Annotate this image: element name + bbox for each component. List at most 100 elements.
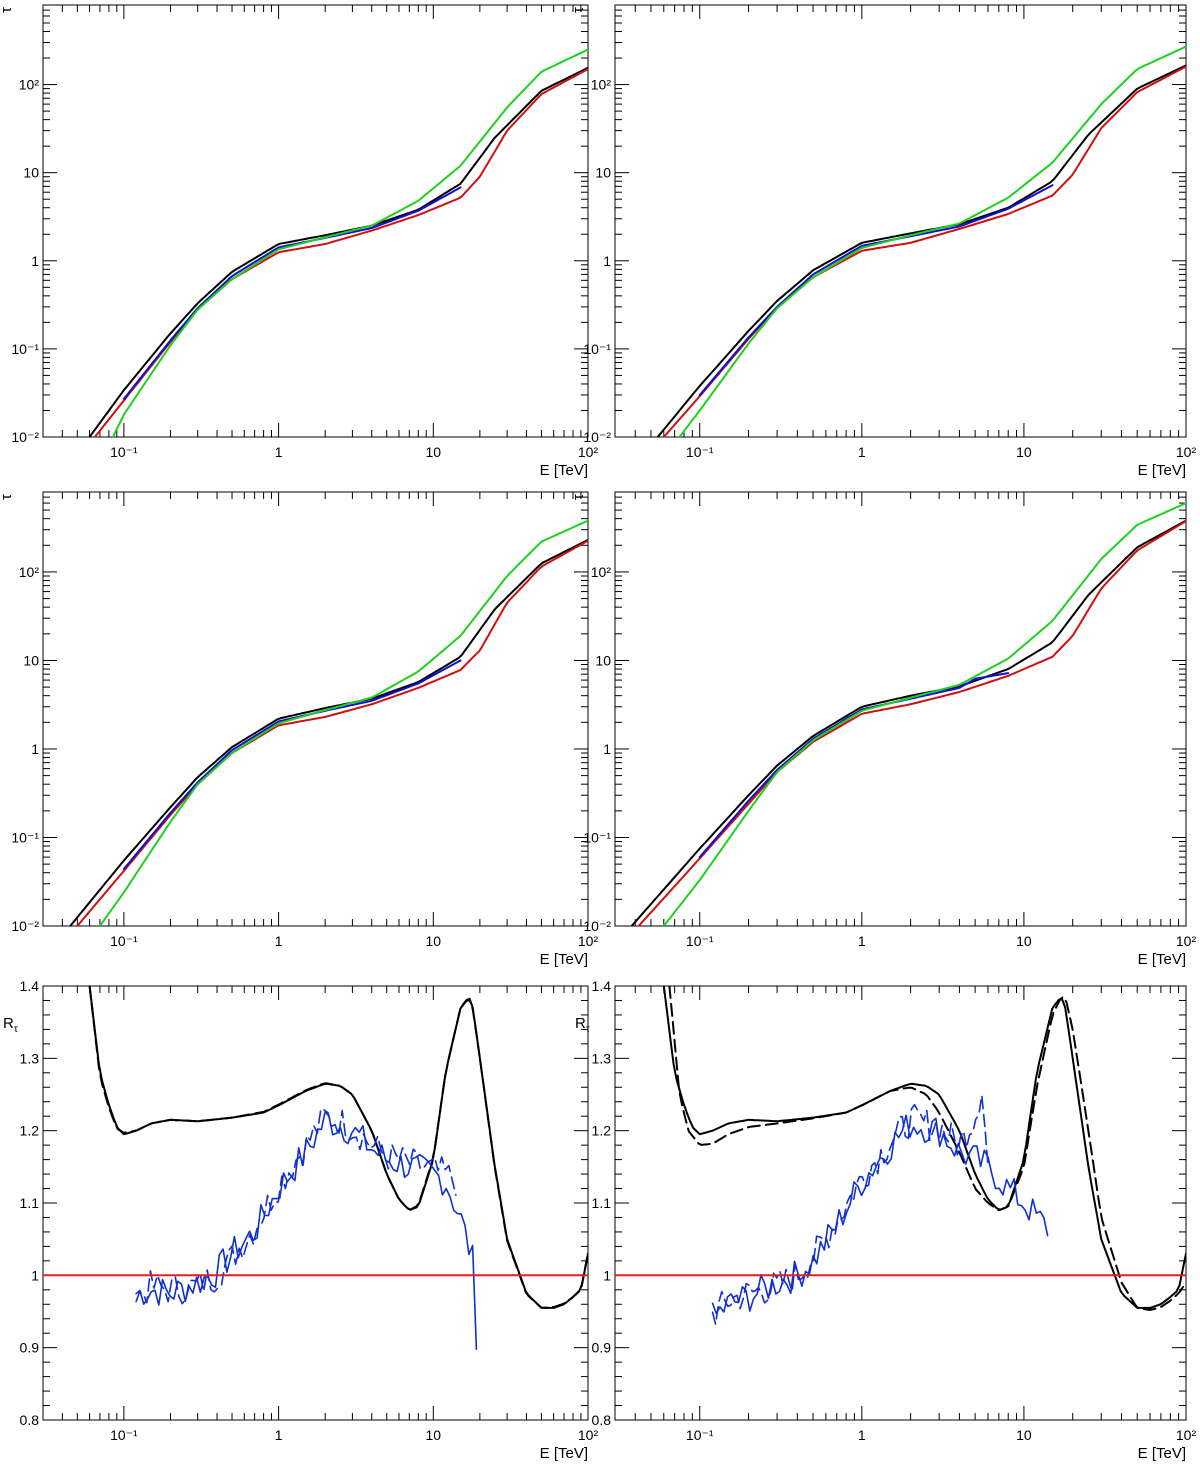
x-tick-label: 10⁻¹ — [686, 444, 714, 460]
y-tick-label: 1 — [603, 741, 611, 757]
y-tick-label: 10⁻² — [11, 429, 39, 445]
x-axis-label: E [TeV] — [540, 951, 588, 968]
y-tick-label: 10² — [19, 77, 40, 93]
series-line-2 — [88, 986, 588, 1309]
series-line-3 — [135, 1110, 478, 1350]
series-line-2 — [93, 68, 588, 437]
y-tick-label: 10⁻² — [583, 918, 611, 934]
y-tick-label: 1 — [603, 253, 611, 269]
y-tick-label: 1 — [603, 1267, 611, 1283]
y-tick-label: 1 — [31, 741, 39, 757]
y-tick-label: 10⁻¹ — [11, 341, 39, 357]
y-tick-label: 1.2 — [20, 1123, 40, 1139]
y-tick-label: 1 — [31, 1267, 39, 1283]
chart-panel-bottom-left: 10⁻¹ 1 10 10² 0.8 0.9 1 1.1 1.2 1.3 1.4 E [TeV] Rτ — [3, 978, 598, 1462]
x-axis-label: E [TeV] — [1138, 462, 1186, 479]
series-line-4 — [711, 1094, 989, 1326]
y-tick-label: 10⁻¹ — [583, 341, 611, 357]
x-tick-label: 10 — [426, 444, 442, 460]
y-axis-label: Rτ — [3, 1015, 18, 1035]
x-axis-label: E [TeV] — [1138, 1445, 1186, 1462]
y-tick-label: 10 — [595, 652, 611, 668]
series-line-3 — [122, 659, 462, 870]
y-tick-label: 10⁻² — [583, 429, 611, 445]
x-tick-label: 10² — [578, 444, 599, 460]
x-axis-label: E [TeV] — [540, 462, 588, 479]
x-tick-label: 1 — [275, 444, 283, 460]
x-tick-label: 10² — [1176, 444, 1197, 460]
series-line-3 — [122, 186, 462, 400]
x-tick-label: 1 — [275, 1427, 283, 1443]
series-line-1 — [656, 64, 1186, 437]
x-tick-label: 10 — [1016, 444, 1032, 460]
series-line-1 — [69, 538, 588, 926]
x-tick-label: 10⁻¹ — [110, 1427, 138, 1443]
x-axis-label: E [TeV] — [540, 1445, 588, 1462]
y-tick-label: 10² — [591, 564, 612, 580]
y-tick-label: 1 — [31, 253, 39, 269]
y-tick-label: 10⁻² — [11, 918, 39, 934]
x-tick-label: 10² — [1176, 933, 1197, 949]
y-tick-label: 1.1 — [592, 1195, 612, 1211]
y-tick-label: 10⁻¹ — [11, 829, 39, 845]
plot-frame — [42, 985, 589, 1421]
series-line-2 — [662, 65, 1186, 437]
y-tick-label: 1.1 — [20, 1195, 40, 1211]
plot-frame — [42, 4, 589, 438]
series-line-3 — [698, 672, 1010, 859]
series-line-2 — [76, 539, 588, 926]
y-tick-label: 10² — [19, 564, 40, 580]
x-tick-label: 1 — [858, 444, 866, 460]
chart-panel-middle-left: 10⁻¹ 1 10 10² 10⁻² 10⁻¹ 1 10 10² E [TeV] τ — [0, 491, 598, 968]
x-tick-label: 10⁻¹ — [110, 444, 138, 460]
y-tick-label: 10² — [591, 77, 612, 93]
x-tick-label: 10⁻¹ — [110, 933, 138, 949]
y-tick-label: 10⁻¹ — [583, 829, 611, 845]
plot-frame — [614, 491, 1187, 927]
y-axis-label: τ — [0, 494, 15, 500]
series-line-1 — [662, 986, 1186, 1309]
x-tick-label: 10 — [426, 1427, 442, 1443]
y-tick-label: 0.8 — [20, 1412, 40, 1428]
y-axis-label: τ — [570, 494, 587, 500]
x-tick-label: 10⁻¹ — [686, 933, 714, 949]
series-line-4 — [678, 45, 1186, 437]
y-tick-label: 1.3 — [592, 1050, 612, 1066]
series-line-2 — [668, 986, 1186, 1311]
series-line-2 — [637, 520, 1186, 926]
x-axis-label: E [TeV] — [1138, 951, 1186, 968]
y-tick-label: 1.3 — [20, 1050, 40, 1066]
x-tick-label: 1 — [275, 933, 283, 949]
plot-frame — [614, 985, 1187, 1421]
y-axis-label: Rτ — [575, 1015, 590, 1035]
x-tick-label: 10 — [1016, 933, 1032, 949]
y-tick-label: 1.4 — [20, 978, 40, 994]
y-axis-label: τ — [0, 7, 15, 13]
x-tick-label: 1 — [858, 1427, 866, 1443]
y-tick-label: 10 — [23, 652, 39, 668]
y-tick-label: 10 — [23, 165, 39, 181]
series-line-3 — [711, 1114, 1049, 1315]
series-line-4 — [135, 1107, 457, 1305]
x-tick-label: 10² — [1176, 1427, 1197, 1443]
y-axis-label: τ — [570, 7, 587, 13]
y-tick-label: 0.9 — [592, 1340, 612, 1356]
series-line-1 — [88, 66, 588, 437]
x-tick-label: 10⁻¹ — [686, 1427, 714, 1443]
plot-frame — [614, 4, 1187, 438]
x-tick-label: 10 — [426, 933, 442, 949]
x-tick-label: 10 — [1016, 1427, 1032, 1443]
y-tick-label: 0.8 — [592, 1412, 612, 1428]
y-tick-label: 1.2 — [592, 1123, 612, 1139]
x-tick-label: 10² — [578, 1427, 599, 1443]
series-line-1 — [630, 519, 1186, 926]
y-tick-label: 1.4 — [592, 978, 612, 994]
y-tick-label: 10 — [595, 165, 611, 181]
series-line-3 — [698, 184, 1054, 396]
chart-panel-top-left: 10⁻¹ 1 10 10² 10⁻² 10⁻¹ 1 10 10² E [TeV] τ — [0, 4, 599, 479]
series-line-4 — [112, 48, 588, 437]
series-line-4 — [98, 519, 588, 926]
